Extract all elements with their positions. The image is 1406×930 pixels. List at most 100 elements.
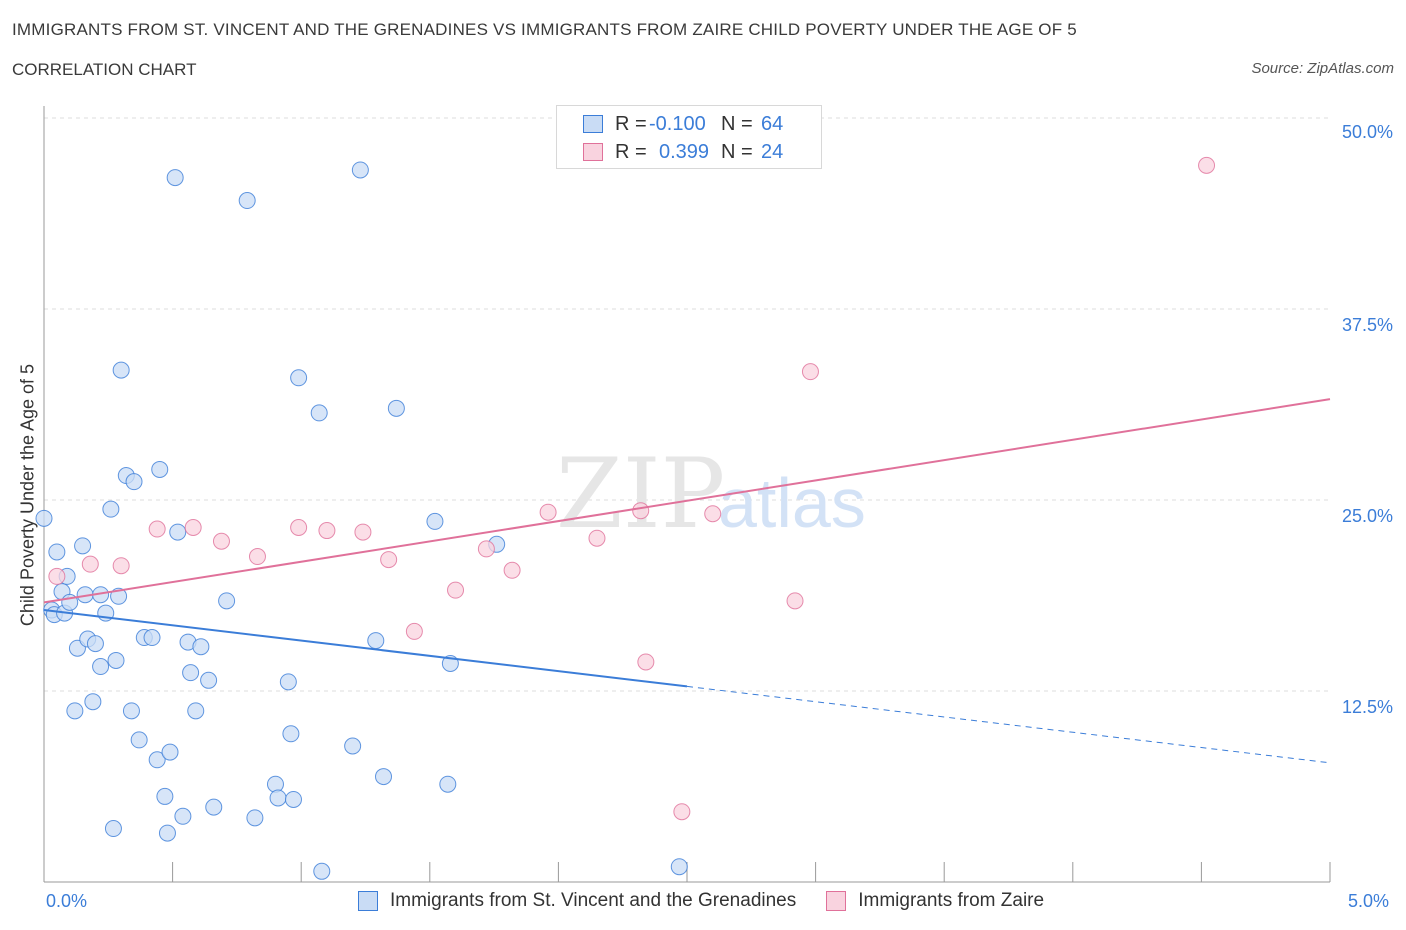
vincent-point [200,671,218,689]
zaire-point [405,622,423,640]
zaire-point [81,555,99,573]
zaire-point [248,548,266,566]
legend-row-zaire: R = 0.399 N = 24 [583,140,783,164]
legend-swatch-vincent [583,115,603,133]
vincent-point [86,635,104,653]
vincent-point [344,737,362,755]
zaire-point [318,522,336,540]
zaire-point [477,540,495,558]
n-value: 64 [761,112,784,135]
vincent-point [205,798,223,816]
vincent-point [156,787,174,805]
n-label: N = [721,140,753,163]
vincent-point [375,768,393,786]
vincent-point [74,537,92,555]
vincent-point [174,807,192,825]
zaire-point [673,803,691,821]
vincent-point [238,192,256,210]
zaire-point [48,567,66,585]
vincent-point [284,790,302,808]
vincent-point [670,858,688,876]
series-legend: Immigrants from St. Vincent and the Gren… [358,890,1074,912]
y-axis-label: Child Poverty Under the Age of 5 [17,363,38,627]
vincent-point [246,809,264,827]
vincent-point [187,702,205,720]
vincent-point [48,543,66,561]
vincent-point [148,751,166,769]
vincent-point [387,399,405,417]
chart-subtitle: CORRELATION CHART [12,60,197,79]
chart-title: IMMIGRANTS FROM ST. VINCENT AND THE GREN… [12,20,1077,39]
vincent-point [161,743,179,761]
stats-legend: R = -0.100 N = 64 R = 0.399 N = 24 [556,105,822,169]
vincent-point [125,473,143,491]
y-tick-label-50: 50.0% [1341,122,1393,142]
vincent-point [192,638,210,656]
x-tick-label-min: 0.0% [46,891,88,911]
zaire-point [1198,156,1216,174]
zaire-trend-line [43,398,1331,604]
vincent-point [143,629,161,647]
vincent-point [313,862,331,880]
legend-row-vincent: R = -0.100 N = 64 [583,112,783,136]
r-value: -0.100 [649,112,706,135]
vincent-point [351,161,369,179]
vincent-point [269,789,287,807]
vincent-point [169,523,187,541]
r-value: 0.399 [659,140,710,163]
vincent-point [290,369,308,387]
vincent-point [122,702,140,720]
vincent-trend-line [43,609,688,688]
vincent-point [182,664,200,682]
zaire-point [212,532,230,550]
zaire-point [588,529,606,547]
y-tick-label-37-5: 37.5% [1341,315,1393,335]
vincent-point [439,775,457,793]
vincent-point [367,632,385,650]
vincent-point [104,820,122,838]
legend-swatch-zaire [583,143,603,161]
legend-item-zaire[interactable]: Immigrants from Zaire [826,890,1044,912]
vincent-point [92,658,110,676]
vincent-point [158,824,176,842]
vincent-point [282,725,300,743]
vincent-point [110,587,128,605]
zaire-point [380,551,398,569]
n-value: 24 [761,140,784,163]
zaire-point [786,592,804,610]
legend-swatch-vincent [358,891,378,911]
vincent-point [84,693,102,711]
vincent-point [426,512,444,530]
vincent-point [218,592,236,610]
zaire-point [447,581,465,599]
vincent-trend-extension [686,685,1331,764]
legend-label-vincent: Immigrants from St. Vincent and the Gren… [390,890,797,911]
source-label: Source: ZipAtlas.com [1251,60,1394,77]
zaire-point [112,557,130,575]
vincent-point [35,509,53,527]
vincent-point [151,460,169,478]
legend-item-vincent[interactable]: Immigrants from St. Vincent and the Gren… [358,890,796,912]
vincent-point [112,361,130,379]
vincent-point [130,731,148,749]
watermark-zip: ZIP [556,438,725,550]
x-tick-label-max: 5.0% [1348,891,1390,911]
zaire-point [539,503,557,521]
vincent-point [166,169,184,187]
zaire-point [637,653,655,671]
vincent-point [310,404,328,422]
r-label: R = [615,140,647,163]
legend-swatch-zaire [826,891,847,911]
zaire-point [184,519,202,537]
zaire-point [704,505,722,523]
legend-label-zaire: Immigrants from Zaire [858,890,1045,911]
zaire-point [503,561,521,579]
vincent-point [279,673,297,691]
y-tick-label-25: 25.0% [1341,506,1393,526]
n-label: N = [721,112,753,135]
zaire-point [801,363,819,381]
vincent-point [266,775,284,793]
zaire-point [354,523,372,541]
zaire-point [290,519,308,537]
